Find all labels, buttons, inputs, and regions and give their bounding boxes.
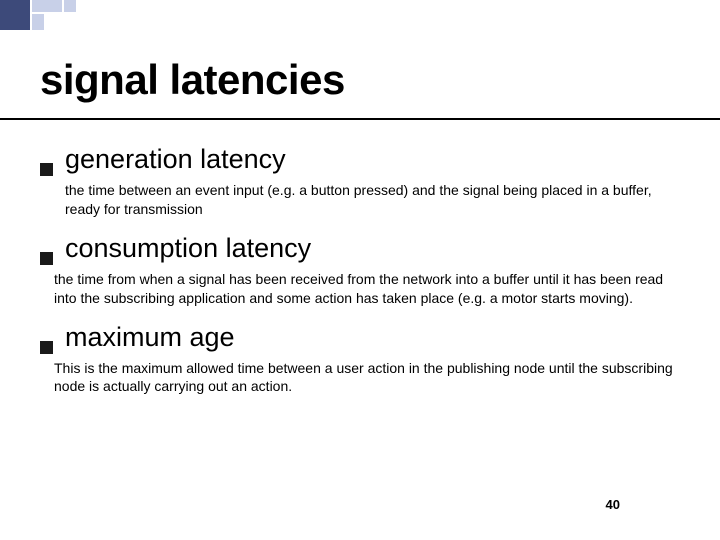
square-bullet-icon (40, 252, 53, 265)
square-bullet-icon (40, 163, 53, 176)
title-underline (0, 118, 720, 120)
item-body: This is the maximum allowed time between… (40, 359, 684, 397)
item-heading: consumption latency (65, 233, 311, 264)
item-header: maximum age (40, 322, 684, 353)
list-item: maximum age This is the maximum allowed … (40, 322, 684, 397)
corner-decoration (0, 0, 140, 40)
deco-square (64, 0, 76, 12)
deco-rect (32, 0, 62, 12)
deco-square (0, 0, 30, 30)
list-item: consumption latency the time from when a… (40, 233, 684, 308)
item-heading: maximum age (65, 322, 235, 353)
list-item: generation latency the time between an e… (40, 144, 684, 219)
slide-content: signal latencies generation latency the … (0, 0, 720, 396)
deco-rect (32, 14, 44, 30)
item-body: the time from when a signal has been rec… (40, 270, 684, 308)
square-bullet-icon (40, 341, 53, 354)
item-header: generation latency (40, 144, 684, 175)
item-header: consumption latency (40, 233, 684, 264)
item-body: the time between an event input (e.g. a … (40, 181, 684, 219)
item-heading: generation latency (65, 144, 286, 175)
page-title: signal latencies (40, 56, 684, 104)
page-number: 40 (606, 497, 620, 512)
